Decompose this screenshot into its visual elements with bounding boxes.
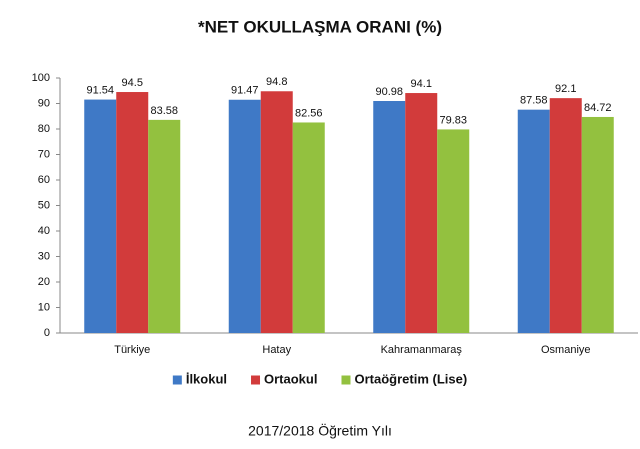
data-label: 90.98	[375, 86, 403, 98]
bar	[116, 92, 149, 334]
bar	[549, 98, 582, 334]
bar	[84, 99, 117, 333]
bar	[292, 122, 325, 333]
legend-swatch	[172, 375, 182, 385]
legend-label: İlkokul	[186, 371, 227, 386]
y-tick-label: 40	[38, 225, 50, 237]
bar	[228, 99, 261, 334]
bar	[260, 91, 293, 333]
bar	[405, 93, 438, 333]
data-label: 79.83	[439, 114, 467, 126]
y-tick-label: 50	[38, 199, 50, 211]
legend-label: Ortaöğretim (Lise)	[354, 371, 467, 386]
data-label: 91.47	[231, 85, 259, 97]
legend-swatch	[251, 375, 261, 385]
bar	[517, 109, 550, 334]
x-tick-label: Kahramanmaraş	[381, 344, 463, 356]
data-label: 92.1	[555, 83, 576, 95]
x-tick-label: Hatay	[262, 344, 291, 356]
data-label: 91.54	[86, 84, 114, 96]
y-tick-label: 100	[32, 72, 50, 84]
data-label: 82.56	[295, 107, 323, 119]
bar	[148, 119, 181, 333]
x-tick-label: Türkiye	[114, 344, 150, 356]
y-tick-label: 10	[38, 301, 50, 313]
bar	[581, 116, 614, 334]
x-tick-label: Osmaniye	[541, 344, 591, 356]
y-tick-label: 70	[38, 148, 50, 160]
y-tick-label: 20	[38, 276, 50, 288]
data-label: 94.5	[122, 77, 143, 89]
legend-swatch	[341, 375, 351, 385]
y-tick-label: 80	[38, 123, 50, 135]
data-label: 94.8	[266, 76, 287, 88]
y-tick-label: 30	[38, 250, 50, 262]
legend-label: Ortaokul	[264, 371, 317, 386]
y-tick-label: 90	[38, 97, 50, 109]
data-label: 84.72	[584, 102, 612, 114]
x-axis-label: 2017/2018 Öğretim Yılı	[248, 422, 392, 439]
data-label: 87.58	[520, 95, 548, 107]
y-tick-label: 0	[44, 327, 50, 339]
chart-title: *NET OKULLAŞMA ORANI (%)	[198, 17, 442, 36]
y-tick-label: 60	[38, 174, 50, 186]
bar	[373, 101, 406, 333]
data-label: 94.1	[411, 78, 432, 90]
bar	[437, 129, 470, 333]
data-label: 83.58	[150, 105, 178, 117]
